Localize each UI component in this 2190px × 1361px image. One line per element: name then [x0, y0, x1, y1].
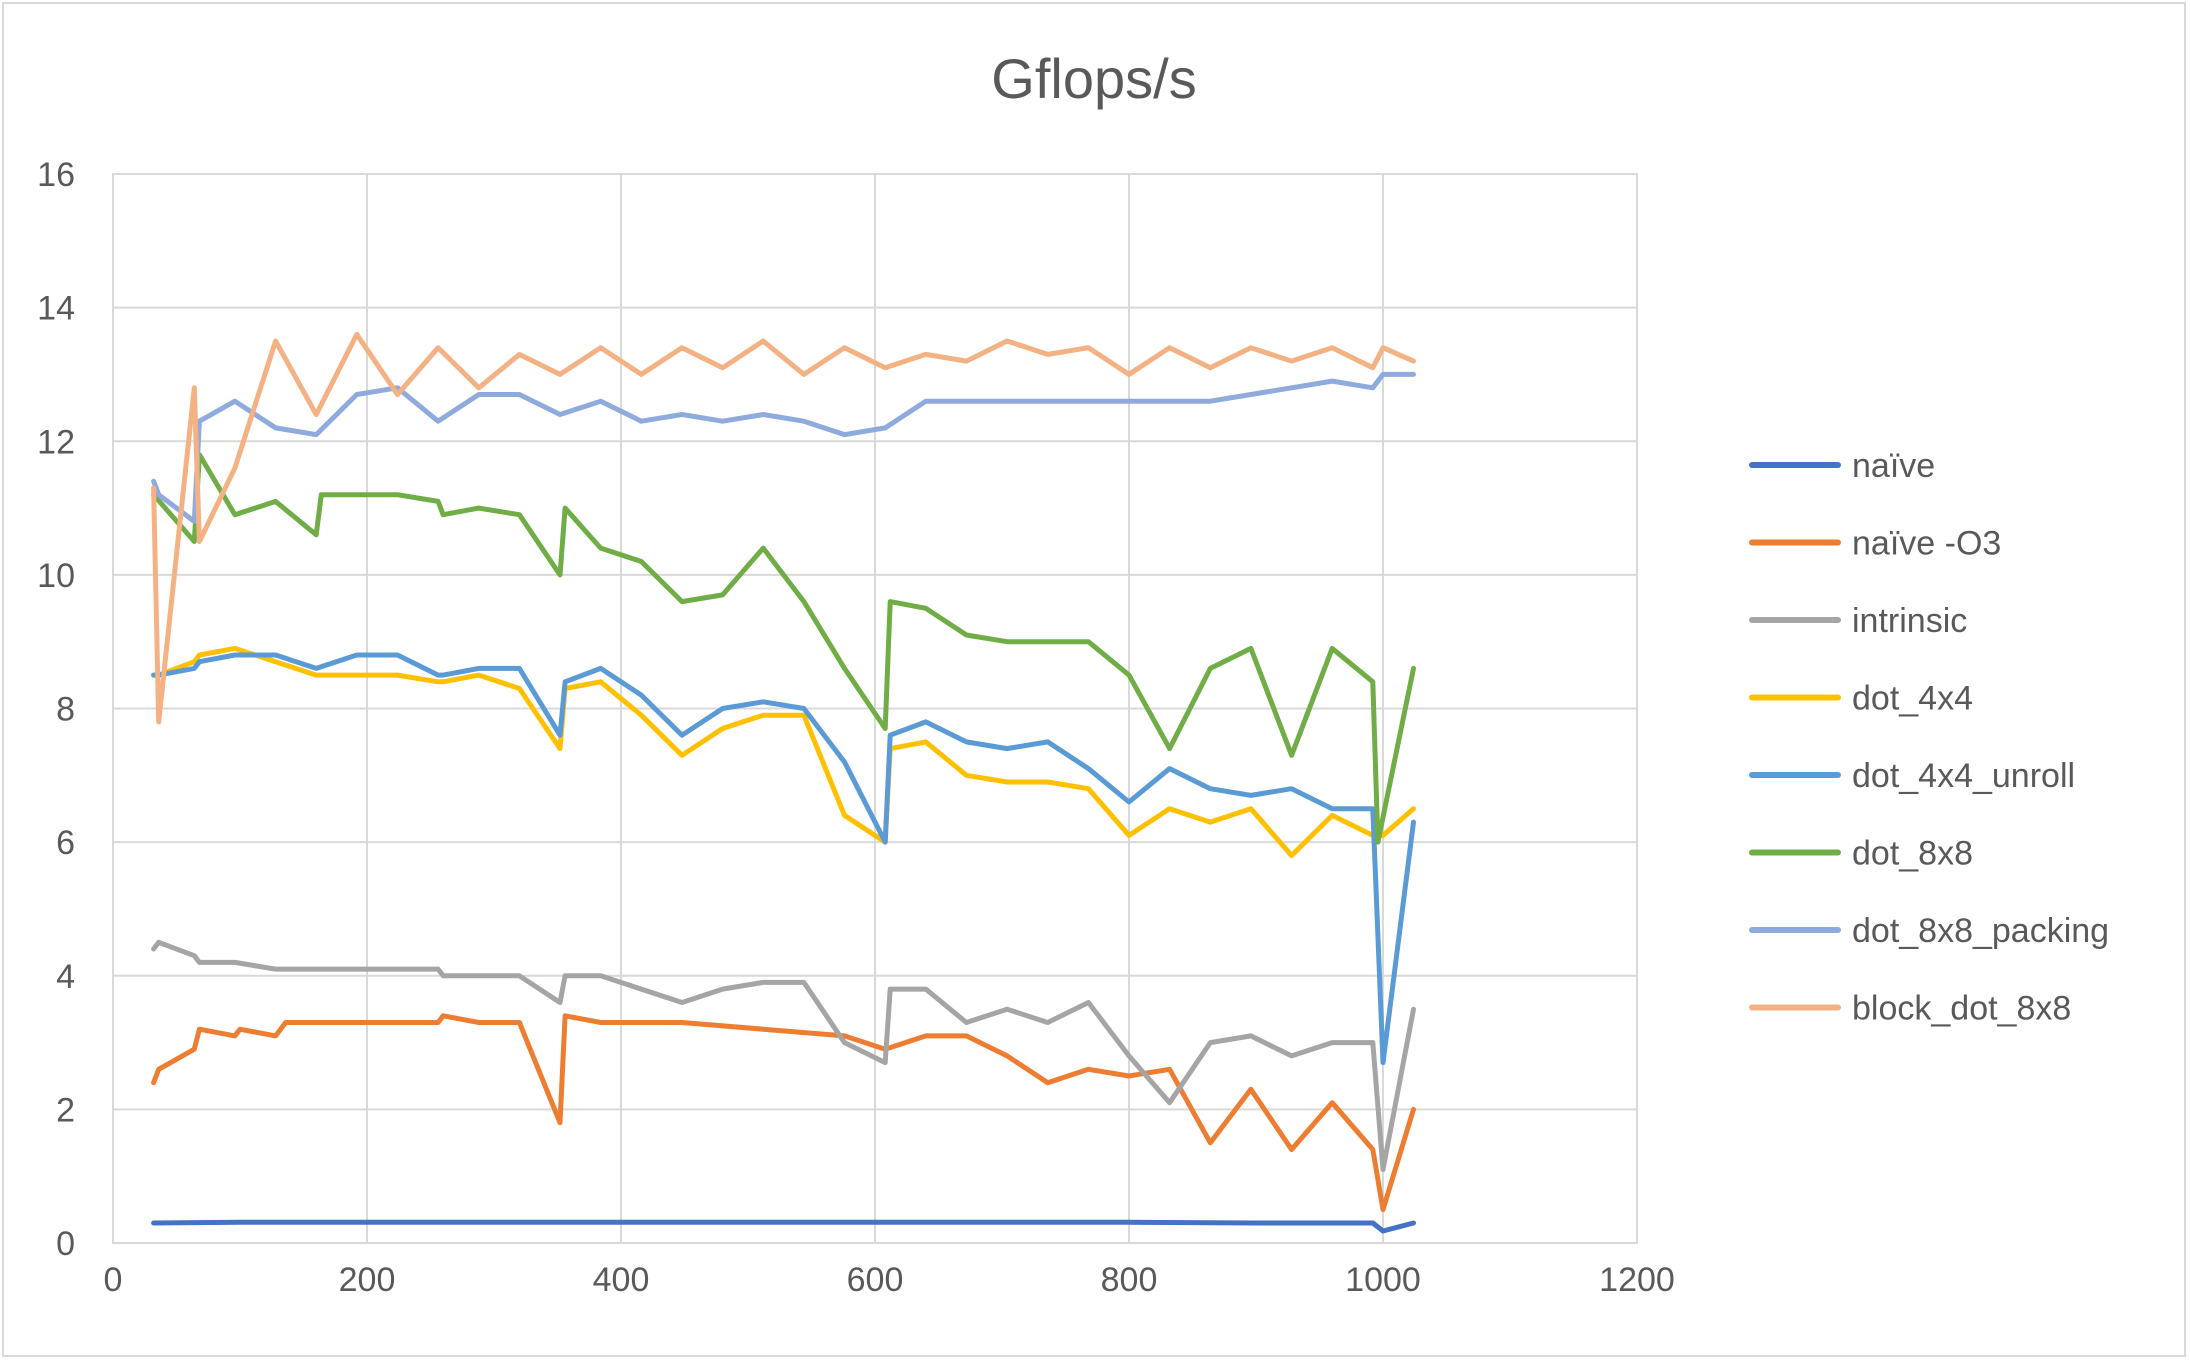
- series-line-dot-8x8: [151, 452, 1416, 845]
- legend-label: dot_8x8_packing: [1852, 912, 2109, 950]
- series-line-na-ve-o3: [151, 1013, 1416, 1213]
- series-line-dot-4x4-unroll: [151, 652, 1416, 1066]
- y-tick-label: 4: [56, 958, 75, 996]
- series-line-block-dot-8x8: [151, 331, 1416, 725]
- legend-label: naïve -O3: [1852, 525, 2001, 563]
- y-tick-label: 6: [56, 824, 75, 862]
- gridlines: [112, 173, 1638, 1244]
- axes: 0 2 4 6 8 10 12 14 16 0 200 400 600 800 1000 1200: [37, 156, 1675, 1299]
- legend-label: dot_4x4: [1852, 680, 1973, 718]
- legend-label: naïve: [1852, 447, 1935, 485]
- series-line-dot-4x4: [151, 645, 1416, 858]
- series-line-na-ve: [151, 1219, 1416, 1234]
- series-line-dot-8x8-packing: [151, 371, 1416, 524]
- legend-label: dot_8x8: [1852, 835, 1973, 873]
- x-tick-label: 0: [104, 1261, 123, 1299]
- y-tick-label: 16: [37, 156, 75, 194]
- x-tick-label: 600: [847, 1261, 904, 1299]
- x-tick-label: 400: [593, 1261, 650, 1299]
- x-tick-label: 200: [339, 1261, 396, 1299]
- x-tick-label: 800: [1101, 1261, 1158, 1299]
- y-tick-label: 14: [37, 290, 75, 328]
- x-tick-label: 1000: [1345, 1261, 1421, 1299]
- x-tick-label: 1200: [1599, 1261, 1675, 1299]
- series-lines: [151, 331, 1416, 1234]
- legend-label: block_dot_8x8: [1852, 990, 2071, 1028]
- y-tick-label: 0: [56, 1225, 75, 1263]
- y-tick-label: 2: [56, 1091, 75, 1129]
- series-line-intrinsic: [151, 939, 1416, 1172]
- legend: naïve naïve -O3 intrinsic dot_4x4 dot_4x4_un…: [1749, 447, 2109, 1028]
- chart-title: Gflops/s: [991, 47, 1196, 110]
- y-tick-label: 12: [37, 423, 75, 461]
- y-tick-label: 8: [56, 691, 75, 729]
- legend-label: dot_4x4_unroll: [1852, 757, 2075, 795]
- legend-label: intrinsic: [1852, 602, 1967, 640]
- y-tick-label: 10: [37, 557, 75, 595]
